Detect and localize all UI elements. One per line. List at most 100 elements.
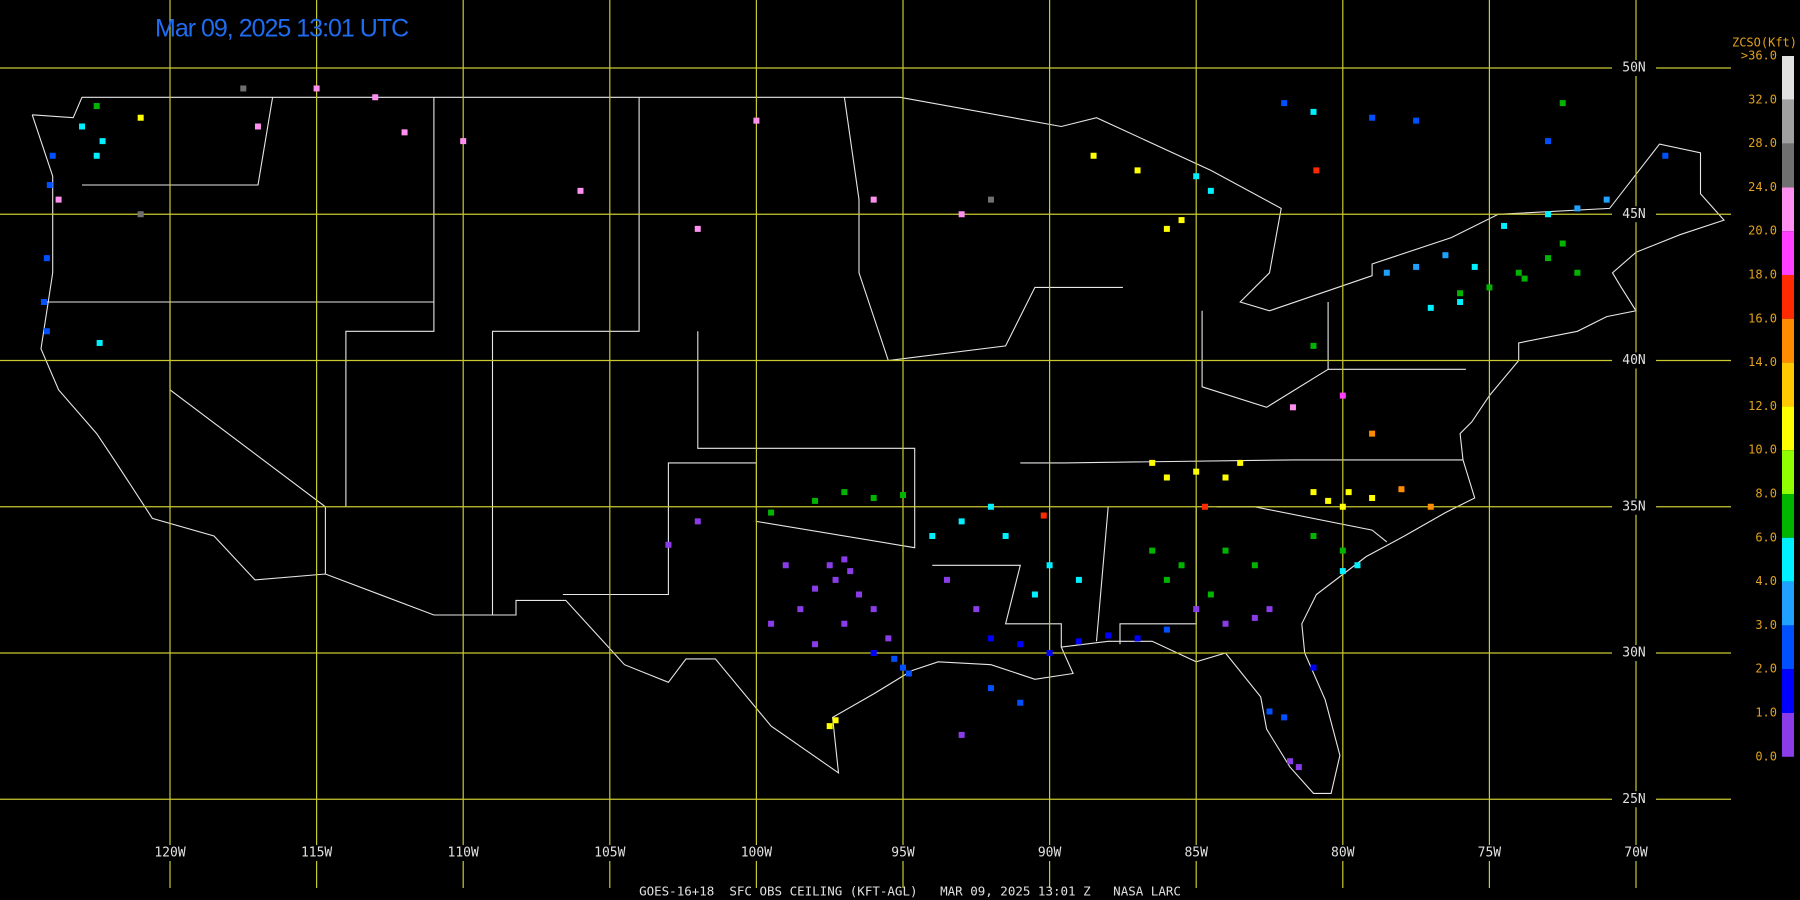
latitude-label: 30N — [1622, 646, 1645, 661]
station-obs — [1398, 486, 1405, 493]
label-background — [1612, 845, 1660, 861]
station-obs — [137, 114, 144, 121]
station-obs — [841, 489, 848, 496]
legend-title: ZCSO(Kft) — [1732, 36, 1797, 50]
station-obs — [1325, 497, 1332, 504]
longitude-label: 85W — [1184, 846, 1208, 861]
station-obs — [1339, 503, 1346, 510]
station-obs — [870, 494, 877, 501]
label-background — [1465, 845, 1514, 861]
latitude-label: 25N — [1622, 792, 1645, 807]
legend-label: 1.0 — [1755, 706, 1777, 720]
label-background — [732, 845, 781, 861]
station-obs — [1237, 459, 1244, 466]
graticule — [0, 0, 1731, 888]
longitude-label: 120W — [154, 846, 185, 861]
station-obs — [1413, 117, 1420, 124]
station-obs — [847, 568, 854, 575]
station-obs — [768, 620, 775, 627]
station-obs — [987, 685, 994, 692]
legend-label: 2.0 — [1755, 662, 1777, 676]
latitude-label: 35N — [1622, 499, 1645, 514]
station-obs — [1339, 392, 1346, 399]
station-obs — [1545, 211, 1552, 218]
station-obs — [753, 117, 760, 124]
legend-swatch — [1782, 231, 1794, 275]
station-obs — [1075, 576, 1082, 583]
station-obs — [93, 103, 100, 110]
station-obs — [1515, 269, 1522, 276]
station-obs — [1574, 269, 1581, 276]
station-obs — [1134, 167, 1141, 174]
legend-swatch — [1782, 187, 1794, 232]
observations — [40, 85, 1669, 771]
legend-swatch — [1782, 669, 1794, 713]
station-obs — [694, 225, 701, 232]
label-background — [879, 845, 927, 861]
label-background — [585, 845, 634, 861]
station-obs — [240, 85, 247, 92]
station-obs — [665, 541, 672, 548]
station-obs — [1662, 152, 1669, 159]
station-obs — [841, 556, 848, 563]
legend-label: >36.0 — [1741, 49, 1777, 63]
station-obs — [1266, 606, 1273, 613]
station-obs — [1040, 512, 1047, 519]
station-obs — [1442, 252, 1449, 259]
legend-label: 10.0 — [1748, 443, 1777, 457]
station-obs — [1281, 100, 1288, 107]
station-obs — [79, 123, 86, 130]
station-obs — [1457, 299, 1464, 305]
longitude-label: 110W — [448, 846, 479, 861]
station-obs — [1310, 533, 1317, 539]
station-obs — [1289, 404, 1296, 411]
state-boundary — [1095, 506, 1109, 642]
station-obs — [1134, 635, 1141, 642]
station-obs — [905, 670, 912, 677]
state-boundary — [82, 97, 274, 186]
station-obs — [1339, 568, 1346, 575]
station-obs — [1339, 547, 1346, 554]
label-background — [439, 845, 488, 861]
longitude-label: 70W — [1624, 846, 1648, 861]
station-obs — [1310, 664, 1317, 671]
station-obs — [987, 503, 994, 510]
station-obs — [870, 606, 877, 613]
legend: ZCSO(Kft) >36.0 32.0 28.0 24.0 20.0 18.0 16.0 1… — [1732, 36, 1797, 764]
station-obs — [99, 138, 106, 145]
station-obs — [958, 731, 965, 738]
station-obs — [1002, 533, 1009, 539]
station-obs — [43, 255, 50, 262]
station-obs — [1354, 562, 1361, 569]
label-background — [292, 845, 341, 861]
station-obs — [1427, 503, 1434, 510]
station-obs — [1369, 114, 1376, 121]
station-obs — [1310, 342, 1317, 349]
station-obs — [1178, 562, 1185, 569]
station-obs — [1281, 714, 1288, 721]
station-obs — [1251, 562, 1258, 569]
station-obs — [1017, 641, 1024, 648]
station-obs — [93, 152, 100, 159]
station-obs — [1207, 591, 1214, 598]
label-background — [1612, 60, 1656, 76]
legend-label: 20.0 — [1748, 224, 1777, 238]
label-background — [146, 845, 194, 861]
station-obs — [1046, 650, 1053, 656]
longitude-label: 115W — [301, 846, 332, 861]
legend-swatch — [1782, 318, 1794, 363]
station-obs — [401, 129, 408, 136]
legend-label: 16.0 — [1748, 311, 1777, 325]
station-obs — [1310, 108, 1317, 115]
station-obs — [1178, 217, 1185, 224]
station-obs — [1090, 152, 1097, 159]
legend-swatch — [1782, 99, 1794, 144]
station-obs — [1501, 222, 1508, 229]
station-obs — [1193, 468, 1200, 475]
legend-label: 18.0 — [1748, 268, 1777, 282]
station-obs — [460, 138, 467, 145]
station-obs — [55, 196, 62, 203]
station-obs — [1603, 196, 1610, 203]
label-background — [1612, 206, 1656, 223]
